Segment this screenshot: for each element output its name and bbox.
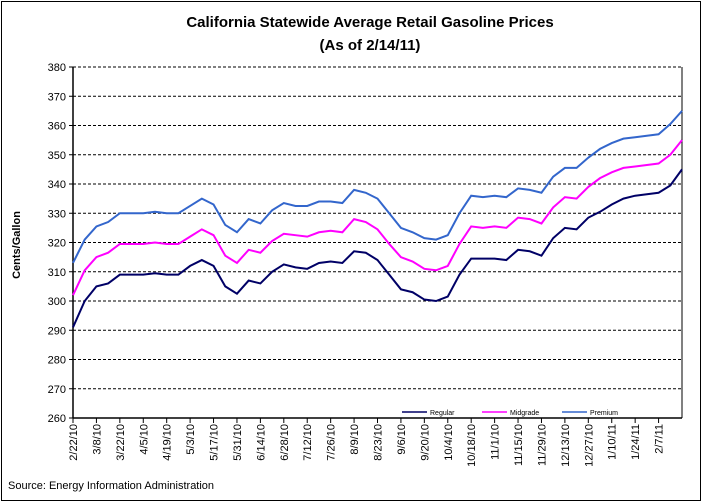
- y-tick-label: 280: [48, 355, 66, 367]
- legend-label: Premium: [590, 410, 618, 417]
- y-tick-label: 370: [48, 91, 66, 103]
- x-tick-label: 3/8/10: [91, 424, 103, 455]
- x-tick-label: 8/9/10: [349, 424, 361, 455]
- x-tick-label: 11/29/10: [536, 424, 548, 466]
- x-tick-label: 12/13/10: [560, 424, 572, 467]
- x-tick-label: 1/10/11: [607, 424, 619, 460]
- x-tick-label: 4/5/10: [138, 424, 150, 455]
- legend-label: Midgrade: [510, 410, 539, 417]
- chart-title: California Statewide Average Retail Gaso…: [186, 14, 553, 31]
- x-tick-label: 6/14/10: [255, 424, 267, 461]
- y-tick-label: 360: [48, 121, 66, 133]
- x-tick-label: 2/7/11: [654, 424, 666, 454]
- y-tick-label: 330: [48, 208, 66, 220]
- series-line-premium: [72, 110, 683, 264]
- x-tick-label: 10/18/10: [466, 424, 478, 467]
- y-tick-label: 320: [48, 238, 66, 250]
- y-axis-label: Cents/Gallon: [11, 211, 23, 279]
- x-tick-label: 9/6/10: [396, 424, 408, 455]
- y-tick-label: 310: [48, 267, 66, 279]
- legend-label: Regular: [430, 410, 455, 417]
- x-tick-label: 7/12/10: [302, 424, 314, 461]
- y-tick-label: 270: [48, 384, 66, 396]
- x-tick-label: 6/28/10: [279, 424, 291, 461]
- x-tick-label: 7/26/10: [326, 424, 338, 461]
- y-tick-label: 340: [48, 179, 66, 191]
- x-tick-label: 9/20/10: [419, 424, 431, 461]
- x-tick-label: 4/19/10: [162, 424, 174, 461]
- x-tick-label: 2/22/10: [68, 424, 80, 461]
- x-tick-label: 5/17/10: [209, 424, 221, 461]
- y-tick-label: 300: [48, 296, 66, 308]
- x-tick-label: 5/31/10: [232, 424, 244, 461]
- y-tick-label: 350: [48, 150, 66, 162]
- x-tick-label: 1/24/11: [630, 424, 642, 460]
- x-tick-label: 11/1/10: [490, 424, 502, 460]
- y-tick-label: 380: [48, 62, 66, 74]
- x-tick-label: 8/23/10: [373, 424, 385, 461]
- x-tick-label: 12/27/10: [583, 424, 595, 467]
- x-tick-label: 11/15/10: [513, 424, 525, 466]
- x-tick-label: 3/22/10: [115, 424, 127, 461]
- x-tick-label: 10/4/10: [443, 424, 455, 461]
- series-line-midgrade: [72, 139, 683, 296]
- y-tick-label: 260: [48, 413, 66, 425]
- y-tick-label: 290: [48, 325, 66, 337]
- chart-subtitle: (As of 2/14/11): [320, 37, 421, 54]
- source-note: Source: Energy Information Administratio…: [8, 480, 214, 492]
- series-line-regular: [72, 168, 683, 328]
- x-tick-label: 5/3/10: [185, 424, 197, 455]
